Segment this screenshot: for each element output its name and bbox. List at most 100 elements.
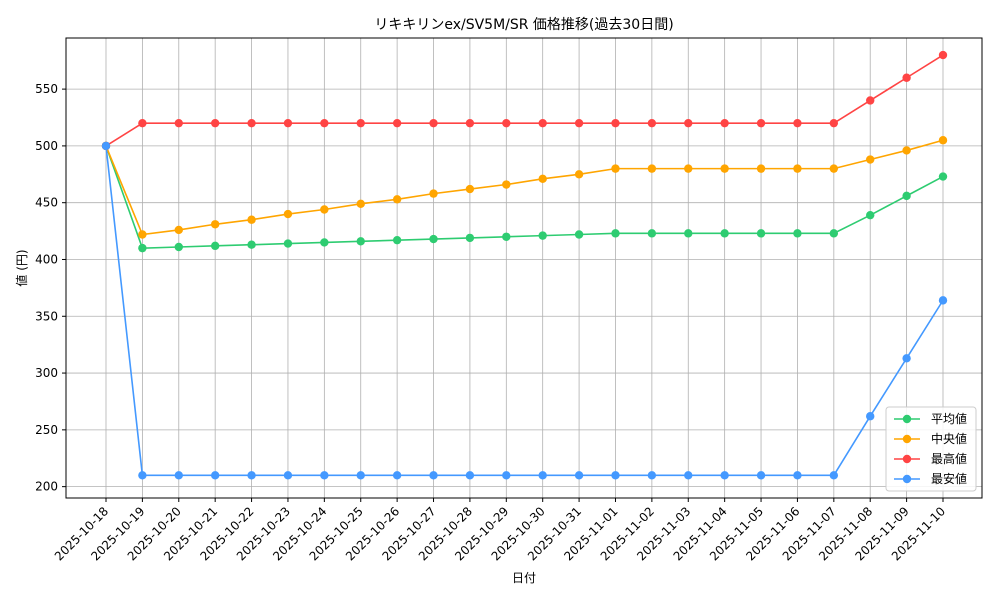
data-point xyxy=(138,118,147,128)
data-point xyxy=(829,164,839,173)
data-point xyxy=(684,471,693,480)
y-tick-label: 550 xyxy=(35,82,58,96)
data-point xyxy=(866,210,875,220)
data-point xyxy=(938,296,948,305)
data-point xyxy=(538,471,547,480)
series-line xyxy=(105,54,944,147)
grid-layer xyxy=(66,38,982,498)
data-point xyxy=(538,231,547,240)
data-point xyxy=(938,50,948,60)
data-point xyxy=(793,164,802,173)
series-line xyxy=(105,145,944,477)
data-point xyxy=(210,118,220,128)
data-point xyxy=(574,170,584,179)
data-point xyxy=(247,240,256,249)
data-point xyxy=(684,164,693,173)
data-point xyxy=(611,118,620,128)
data-point xyxy=(174,225,183,235)
y-tick-label: 350 xyxy=(35,309,58,323)
data-point xyxy=(574,118,584,128)
data-point xyxy=(684,118,693,128)
y-tick-label: 200 xyxy=(35,480,58,494)
data-point xyxy=(829,229,839,238)
data-point xyxy=(210,220,220,229)
data-point xyxy=(866,155,875,164)
data-point xyxy=(902,146,911,155)
data-point xyxy=(429,234,438,244)
data-point xyxy=(174,242,183,252)
data-point xyxy=(793,471,802,480)
data-point xyxy=(247,118,256,128)
data-point xyxy=(720,471,729,480)
series-line xyxy=(105,139,944,236)
data-point xyxy=(502,180,511,189)
data-point xyxy=(101,141,111,151)
legend-label: 中央値 xyxy=(931,431,967,446)
legend-label: 最高値 xyxy=(931,451,967,466)
legend-swatch-marker xyxy=(902,414,912,424)
data-point xyxy=(502,232,511,241)
legend-label: 最安値 xyxy=(931,471,967,486)
data-point xyxy=(756,471,766,480)
data-point xyxy=(320,238,329,247)
data-point xyxy=(502,118,511,128)
data-point xyxy=(356,118,365,128)
data-point xyxy=(756,118,766,128)
tick-layer: 2025-10-182025-10-192025-10-202025-10-21… xyxy=(35,82,948,563)
data-point xyxy=(465,184,475,194)
data-point xyxy=(647,118,657,128)
data-point xyxy=(465,233,475,243)
data-point xyxy=(174,118,183,128)
data-point xyxy=(356,471,365,480)
data-point xyxy=(647,164,657,173)
data-point xyxy=(392,118,402,128)
y-tick-label: 300 xyxy=(35,366,58,380)
data-point xyxy=(647,229,657,238)
data-point xyxy=(611,471,620,480)
data-point xyxy=(320,118,329,128)
plot-frame xyxy=(65,37,983,499)
data-point xyxy=(938,136,948,145)
data-point xyxy=(210,471,220,480)
data-point xyxy=(210,241,220,251)
data-point xyxy=(429,118,438,128)
data-point xyxy=(247,215,256,224)
data-point xyxy=(356,199,365,209)
data-point xyxy=(502,471,511,480)
data-point xyxy=(320,205,329,214)
data-point xyxy=(247,471,256,480)
y-tick-label: 450 xyxy=(35,196,58,210)
legend-swatch-marker xyxy=(902,434,912,444)
data-point xyxy=(684,229,693,238)
x-axis-title: 日付 xyxy=(512,571,536,585)
data-point xyxy=(283,118,293,128)
data-point xyxy=(829,118,839,128)
data-point xyxy=(283,239,293,248)
data-point xyxy=(320,471,329,480)
data-point xyxy=(465,471,475,480)
data-point xyxy=(866,412,875,421)
data-point xyxy=(902,73,911,82)
data-point xyxy=(756,164,766,173)
data-point xyxy=(392,195,402,204)
series-line xyxy=(105,145,944,249)
data-point xyxy=(283,209,293,219)
data-point xyxy=(756,229,766,238)
data-point xyxy=(793,229,802,238)
legend-frame xyxy=(885,406,977,492)
data-point xyxy=(574,230,584,239)
data-point xyxy=(720,164,729,173)
data-point xyxy=(392,235,402,245)
data-point xyxy=(647,471,657,480)
data-point xyxy=(866,96,875,105)
data-point xyxy=(938,172,948,181)
y-axis-title: 値 (円) xyxy=(14,249,29,286)
data-point xyxy=(902,191,911,201)
y-tick-label: 400 xyxy=(35,252,58,266)
data-point xyxy=(429,189,438,198)
data-point xyxy=(611,229,620,238)
data-point xyxy=(465,118,475,128)
data-point xyxy=(829,471,839,480)
